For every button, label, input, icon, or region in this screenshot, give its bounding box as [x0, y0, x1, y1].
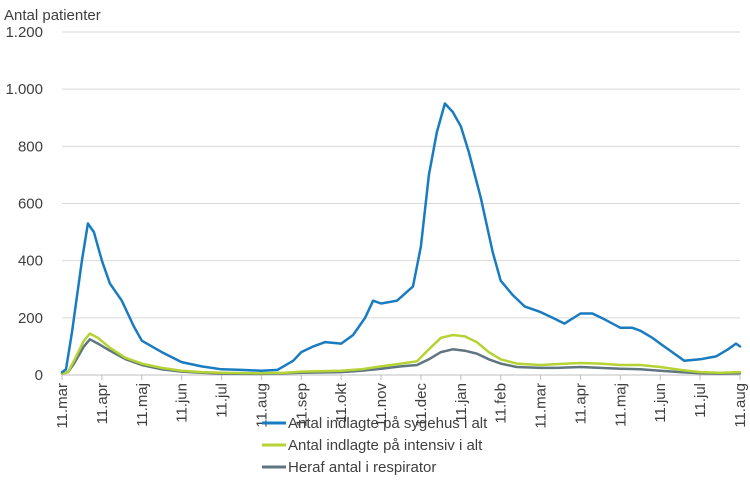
- x-tick-label: 11.jul: [214, 383, 231, 418]
- series-line-1: [60, 332, 742, 375]
- x-tick-label: 11.okt: [333, 382, 350, 423]
- grid: [62, 31, 740, 376]
- series-line-2: [60, 338, 742, 376]
- y-tick-label: 400: [18, 253, 43, 270]
- y-tick-label: 200: [18, 310, 43, 327]
- y-tick-label: 1.200: [5, 24, 43, 41]
- y-axis-title: Antal patienter: [4, 7, 101, 24]
- y-tick-label: 0: [35, 367, 43, 384]
- legend-label: Heraf antal i respirator: [288, 459, 436, 476]
- x-tick-label: 11.apr: [572, 383, 589, 424]
- x-tick-label: 11.feb: [493, 383, 510, 424]
- legend: Antal indlagte på sygehus i alt Antal ind…: [262, 415, 488, 476]
- series-lines: [60, 102, 742, 376]
- x-tick-label: 11.dec: [413, 383, 430, 427]
- legend-label: Antal indlagte på intensiv i alt: [288, 437, 483, 454]
- x-tick-label: 11.jun: [174, 383, 191, 423]
- y-axis-ticks: 0 200 400 600 800 1.000 1.200: [5, 24, 43, 384]
- x-tick-label: 11.apr: [94, 383, 111, 424]
- y-tick-label: 800: [18, 138, 43, 155]
- x-tick-label: 11.maj: [612, 383, 629, 427]
- x-tick-label: 11.nov: [373, 383, 390, 427]
- x-tick-label: 11.mar: [533, 383, 550, 429]
- legend-label: Antal indlagte på sygehus i alt: [288, 415, 488, 432]
- x-tick-label: 11.jul: [692, 383, 709, 418]
- x-tick-label: 11.jun: [652, 383, 669, 423]
- x-axis-ticks: 11.mar 11.apr 11.maj 11.jun 11.jul 11.aug 11.s…: [54, 375, 749, 429]
- x-tick-label: 11.aug: [253, 383, 270, 428]
- y-tick-label: 600: [18, 196, 43, 213]
- x-tick-label: 11.mar: [54, 383, 71, 429]
- y-tick-label: 1.000: [5, 81, 43, 98]
- x-tick-label: 11.jan: [453, 383, 470, 423]
- x-tick-label: 11.maj: [134, 383, 151, 427]
- x-tick-label: 11.sep: [293, 383, 310, 427]
- series-line-0: [60, 102, 742, 374]
- x-tick-label: 11.aug: [732, 383, 749, 428]
